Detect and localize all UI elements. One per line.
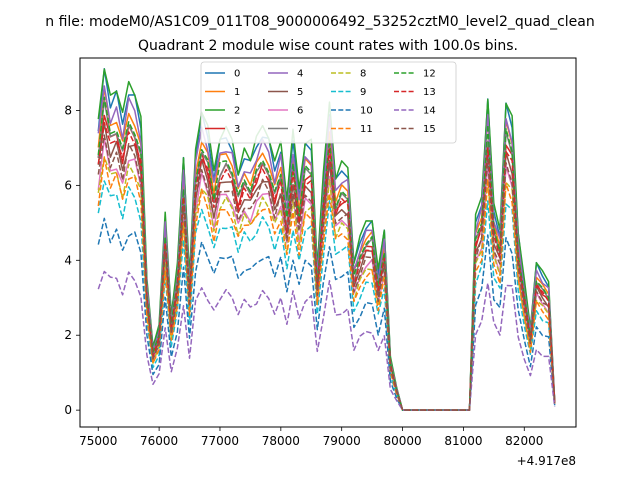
legend-label-7: 7 [297, 124, 303, 135]
series-lines [97, 67, 556, 411]
series-line-13 [97, 121, 556, 411]
legend-label-2: 2 [234, 106, 240, 117]
legend-label-10: 10 [360, 106, 373, 117]
y-axis: 0 2 4 6 8 [64, 103, 80, 417]
legend-label-0: 0 [234, 69, 240, 80]
chart-title: Quadrant 2 module wise count rates with … [138, 38, 518, 54]
legend-label-4: 4 [297, 69, 303, 80]
legend-label-5: 5 [297, 87, 303, 98]
series-line-10 [97, 217, 556, 411]
legend-label-3: 3 [234, 124, 240, 135]
y-tick-label: 2 [64, 328, 72, 342]
y-tick-label: 8 [64, 103, 72, 117]
legend-label-14: 14 [423, 106, 436, 117]
series-line-14 [97, 270, 556, 411]
legend-box [200, 61, 457, 144]
legend-label-1: 1 [234, 87, 240, 98]
x-tick-label: 75000 [79, 434, 117, 448]
x-tick-label: 79000 [323, 434, 361, 448]
x-tick-label: 81000 [444, 434, 482, 448]
y-tick-label: 6 [64, 178, 72, 192]
series-line-15 [97, 134, 556, 411]
x-tick-label: 76000 [140, 434, 178, 448]
x-tick-label: 80000 [383, 434, 421, 448]
x-tick-label: 78000 [262, 434, 300, 448]
x-offset-label: +4.917e8 [517, 454, 576, 468]
y-tick-label: 0 [64, 403, 72, 417]
legend-label-12: 12 [423, 69, 436, 80]
x-axis: 75000 76000 77000 78000 79000 80000 81000 82000 [79, 427, 543, 448]
x-tick-label: 77000 [201, 434, 239, 448]
chart-suptitle: n file: modeM0/AS1C09_011T08_9000006492_… [45, 14, 594, 30]
y-tick-label: 4 [64, 253, 72, 267]
legend-label-8: 8 [360, 69, 366, 80]
legend-label-9: 9 [360, 87, 366, 98]
plot-frame [79, 57, 577, 428]
series-line-12 [97, 96, 556, 411]
series-line-9 [97, 180, 556, 411]
series-line-11 [97, 157, 556, 411]
legend-label-15: 15 [423, 124, 436, 135]
legend-label-6: 6 [297, 106, 303, 117]
x-tick-label: 82000 [505, 434, 543, 448]
legend-label-13: 13 [423, 87, 436, 98]
legend-label-11: 11 [360, 124, 373, 135]
